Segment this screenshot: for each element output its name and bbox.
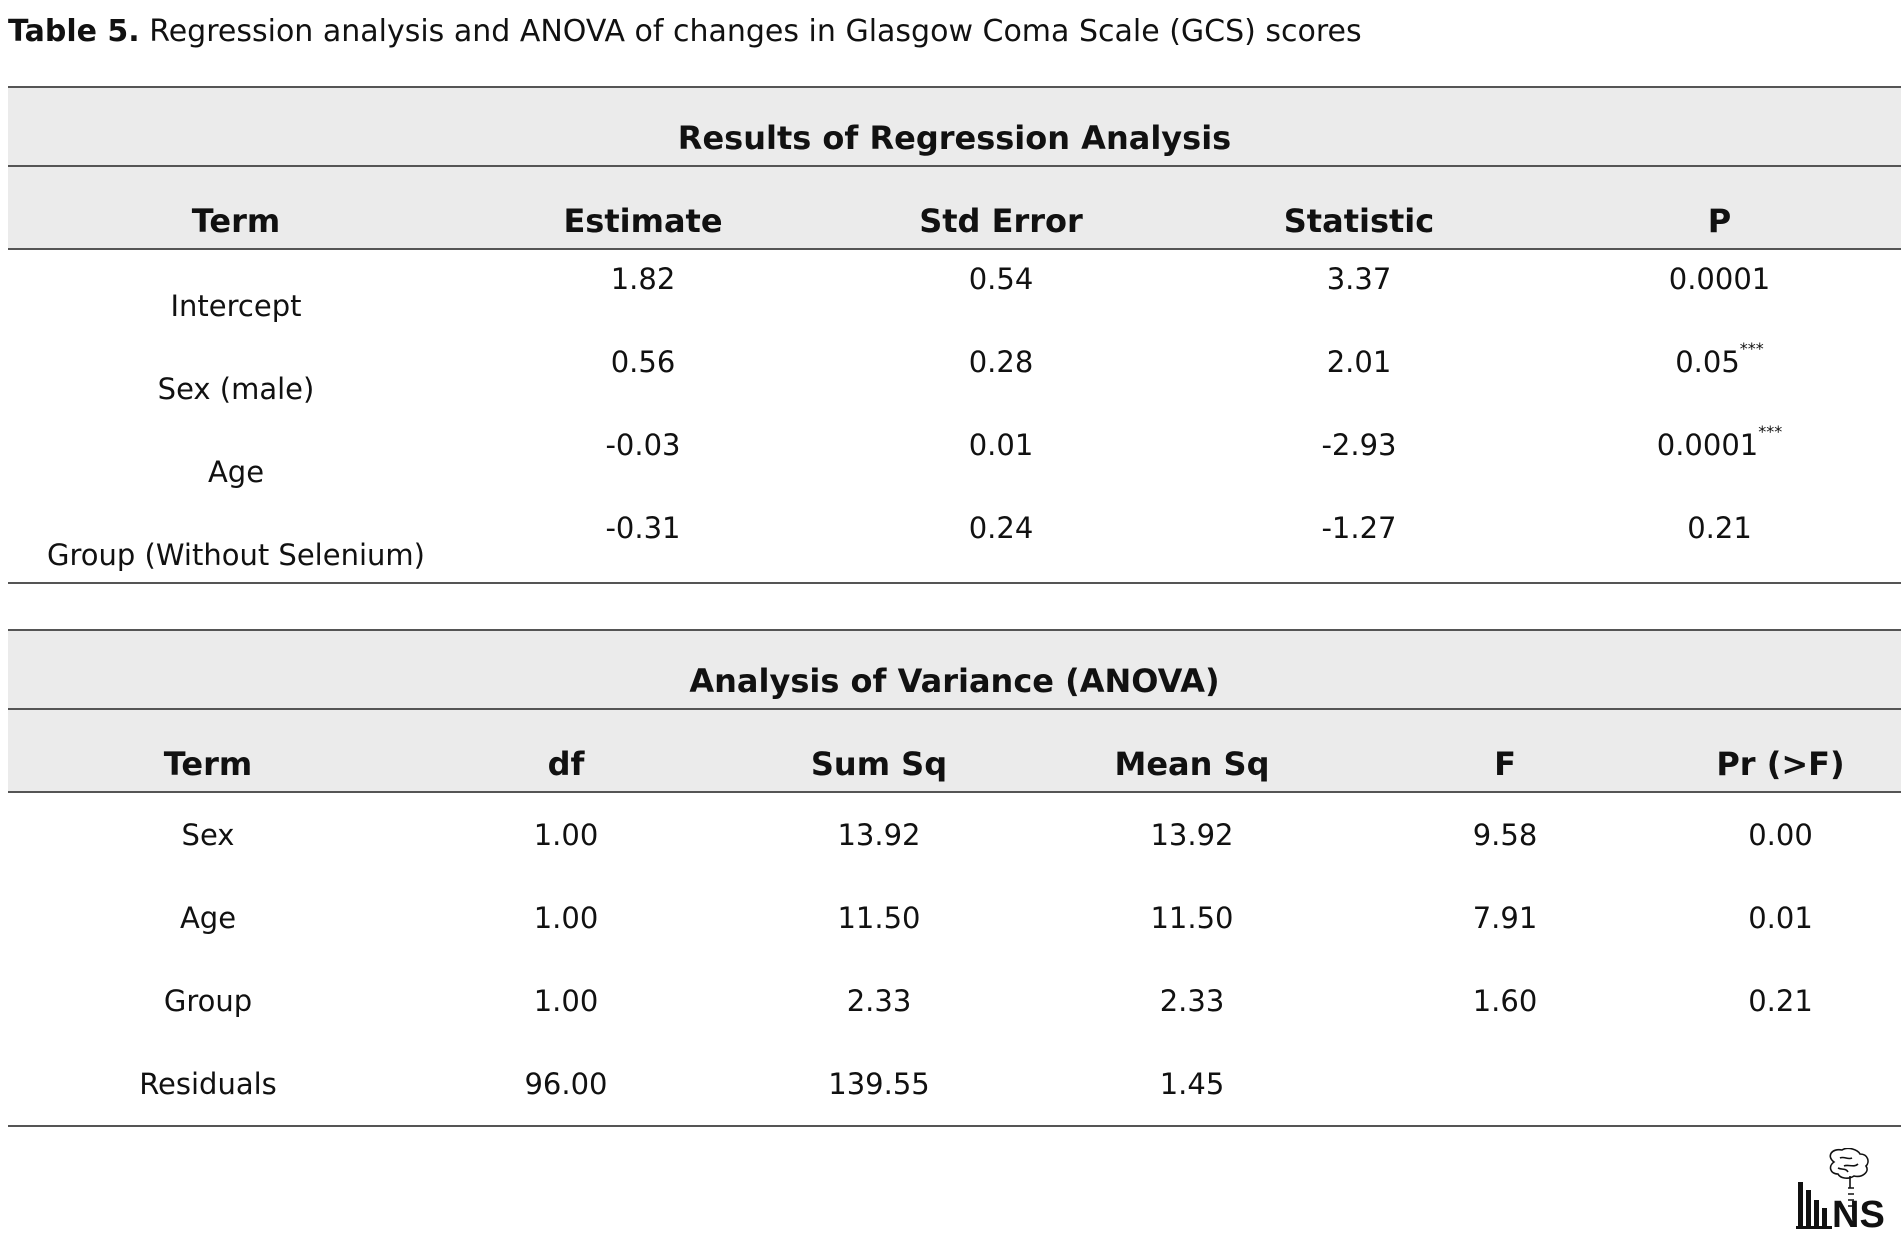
col-header-pr-f: Pr (>F) [1716,745,1845,783]
table-row: Group (Without Selenium) -0.31 0.24 -1.27 0.… [8,499,1901,582]
mean-sq-cell: 2.33 [1159,983,1225,1018]
estimate-cell: 0.56 [610,345,676,379]
term-cell: Age [179,900,237,935]
table-row: Age -0.03 0.01 -2.93 0.0001 *** [8,416,1901,499]
table-row: Sex 1.00 13.92 13.92 9.58 0.00 [8,793,1901,876]
statistic-cell: -2.93 [1321,428,1397,462]
term-cell: Group [163,983,253,1018]
sum-sq-cell: 139.55 [828,1066,930,1101]
std-error-cell: 0.54 [968,262,1034,296]
term-cell: Sex (male) [157,372,315,406]
term-cell: Age [207,455,265,489]
table-row: Residuals 96.00 139.55 1.45 [8,1042,1901,1125]
col-header-estimate: Estimate [563,202,723,240]
f-cell: 7.91 [1472,900,1538,935]
brain-spine-logo-icon: NS [1796,1148,1885,1230]
regression-title: Results of Regression Analysis [8,86,1901,167]
mean-sq-cell: 11.50 [1150,900,1234,935]
significance-mark: *** [1758,422,1783,441]
p-value-cell: 0.05 *** [1538,333,1901,416]
table-caption: Table 5. Regression analysis and ANOVA o… [8,10,1362,54]
std-error-cell: 0.24 [968,511,1034,545]
p-value: 0.0001 [1656,428,1759,462]
col-header-statistic: Statistic [1283,202,1435,240]
col-header-std-error: Std Error [919,202,1083,240]
p-value: 0.0001 [1668,262,1771,296]
mean-sq-cell: 1.45 [1159,1066,1225,1101]
table-row: Intercept 1.82 0.54 3.37 0.0001 [8,250,1901,333]
regression-table: Results of Regression Analysis Term Esti… [8,86,1901,584]
col-header-f: F [1494,745,1516,783]
pr-f-cell: 0.01 [1748,900,1813,935]
f-cell: 9.58 [1472,817,1538,852]
mean-sq-cell: 13.92 [1150,817,1234,852]
col-header-sum-sq: Sum Sq [810,745,948,783]
col-header-mean-sq: Mean Sq [1114,745,1270,783]
df-cell: 1.00 [533,817,599,852]
pr-f-cell: 0.00 [1748,817,1813,852]
std-error-cell: 0.01 [968,428,1034,462]
logo-text: NS [1832,1194,1885,1230]
pr-f-cell [1660,1042,1901,1125]
term-cell: Intercept [170,289,302,323]
p-value: 0.21 [1687,511,1752,545]
term-cell: Sex [181,817,235,852]
sum-sq-cell: 2.33 [846,983,912,1018]
p-value-cell: 0.0001 [1538,250,1901,333]
f-cell [1350,1042,1660,1125]
table-row: Age 1.00 11.50 11.50 7.91 0.01 [8,876,1901,959]
anova-title: Analysis of Variance (ANOVA) [8,629,1901,710]
statistic-cell: 2.01 [1326,345,1392,379]
df-cell: 96.00 [524,1066,608,1101]
p-value: 0.05 [1675,345,1740,379]
col-header-p: P [1707,202,1732,240]
anova-table: Analysis of Variance (ANOVA) Term df Sum… [8,629,1901,1127]
significance-mark: *** [1739,339,1764,358]
anova-body: Sex 1.00 13.92 13.92 9.58 0.00 Age 1.00 11.50 11.… [8,793,1901,1127]
table-title: Regression analysis and ANOVA of changes… [149,14,1362,49]
table-label: Table 5. [8,14,140,49]
estimate-cell: 1.82 [610,262,676,296]
term-cell: Residuals [139,1066,277,1101]
p-value-cell: 0.21 [1538,499,1901,582]
anova-header-row: Term df Sum Sq Mean Sq F Pr (>F) [8,710,1901,793]
table-row: Sex (male) 0.56 0.28 2.01 0.05 *** [8,333,1901,416]
regression-header-row: Term Estimate Std Error Statistic P [8,167,1901,250]
pr-f-cell: 0.21 [1748,983,1813,1018]
p-value-cell: 0.0001 *** [1538,416,1901,499]
f-cell: 1.60 [1472,983,1538,1018]
std-error-cell: 0.28 [968,345,1034,379]
col-header-term: Term [163,745,253,783]
table-row: Group 1.00 2.33 2.33 1.60 0.21 [8,959,1901,1042]
df-cell: 1.00 [533,983,599,1018]
estimate-cell: -0.03 [605,428,681,462]
df-cell: 1.00 [533,900,599,935]
regression-body: Intercept 1.82 0.54 3.37 0.0001 Sex (male) 0.5… [8,250,1901,584]
statistic-cell: 3.37 [1326,262,1392,296]
col-header-term: Term [191,202,281,240]
estimate-cell: -0.31 [605,511,681,545]
term-cell: Group (Without Selenium) [47,538,425,572]
col-header-df: df [547,745,585,783]
statistic-cell: -1.27 [1321,511,1397,545]
sum-sq-cell: 13.92 [837,817,921,852]
sum-sq-cell: 11.50 [837,900,921,935]
